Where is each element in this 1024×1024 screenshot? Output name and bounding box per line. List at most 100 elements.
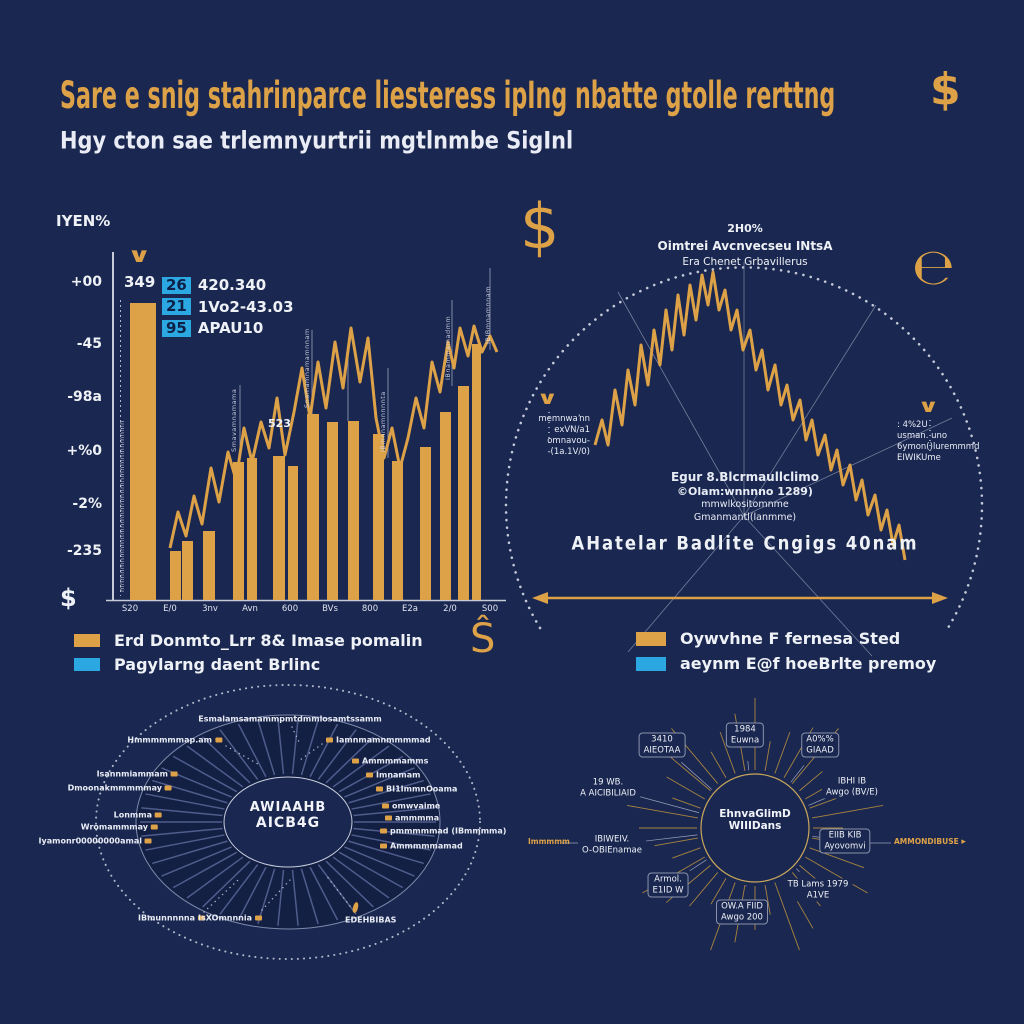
iris-spoke bbox=[291, 869, 299, 926]
x-tick: 600 bbox=[281, 604, 299, 614]
iris-spoke bbox=[325, 860, 374, 908]
bar bbox=[247, 458, 257, 600]
label-connector bbox=[790, 765, 805, 783]
micro-annotation: Snamamnamamnnam bbox=[303, 328, 311, 408]
diagram-label: TB Lams 1979 A1VE bbox=[783, 878, 853, 902]
iris-spoke bbox=[353, 807, 435, 817]
label-marker-icon bbox=[380, 828, 387, 834]
bar bbox=[373, 434, 384, 600]
overlay-line bbox=[168, 324, 499, 549]
legend-item: aeynm E@f hoeBrlte premoy bbox=[636, 654, 936, 673]
y-tick: +00 bbox=[70, 274, 102, 290]
sun-ray bbox=[764, 885, 771, 915]
gauge-arc-value: 2H0% bbox=[727, 222, 763, 235]
micro-annotation: IBnammamadmm bbox=[444, 315, 452, 380]
diagram-label-text: EDEHBIBAS bbox=[345, 915, 397, 925]
diagram-label-text: Lonmma bbox=[113, 810, 152, 820]
diagram-label-text: Isannmiammam bbox=[96, 769, 168, 779]
iris-spoke bbox=[325, 736, 374, 784]
iris-spoke bbox=[348, 779, 424, 804]
sun-ray bbox=[799, 771, 823, 792]
diagram-label-line: A1VE bbox=[806, 890, 830, 900]
legend-label: Oywvhne F fernesa Sted bbox=[680, 629, 901, 648]
callout-row: 95 APAU10 bbox=[162, 319, 263, 337]
iris-spoke bbox=[141, 827, 223, 837]
diagram-label-text: Dmoonakmmmmmay bbox=[67, 783, 162, 793]
y-tick: +%0 bbox=[66, 443, 103, 459]
iris-spoke bbox=[317, 729, 357, 780]
iris-spoke bbox=[161, 846, 232, 877]
label-connector-dotted bbox=[291, 726, 301, 745]
diagram-label: pmmmmmad (IBmmmma) bbox=[380, 827, 506, 836]
diagram-label-text: Hmmmmmmap.am bbox=[127, 735, 212, 745]
bar bbox=[348, 421, 359, 600]
diagram-label-text: Ammmmamms bbox=[362, 756, 429, 766]
x-tick: S20 bbox=[121, 604, 139, 614]
callout-row: 26 420.340 bbox=[162, 276, 266, 294]
diagram-label: Wromammmay bbox=[81, 823, 158, 832]
diagram-label: Lonmma bbox=[114, 811, 162, 820]
diagram-label-text: Imnamam bbox=[376, 770, 421, 780]
label-marker-icon bbox=[366, 772, 373, 778]
callout-line: : 4%2U bbox=[897, 420, 928, 430]
diagram-label: Iyamonr00000000amal bbox=[39, 837, 152, 846]
diagram-label-text: IBmunnnnna bbox=[138, 913, 195, 923]
diagram-label: EIIB KIB Ayovomvi bbox=[819, 828, 871, 854]
label-marker-icon bbox=[145, 838, 152, 844]
diagram-label-text: Wromammmay bbox=[80, 822, 148, 832]
sun-ray bbox=[626, 804, 698, 819]
diagram-label-line: 3410 bbox=[651, 734, 673, 745]
callout-line: memnwaŉn bbox=[538, 414, 590, 424]
diagram-label-line: O-OBIEnamae bbox=[582, 845, 642, 855]
radial-guide bbox=[743, 515, 873, 657]
iris-spoke bbox=[257, 868, 276, 925]
edge-label-text: AMMONDIBUSE bbox=[894, 837, 959, 846]
radial-guide bbox=[617, 291, 745, 517]
iris-spoke bbox=[202, 736, 251, 784]
diagram-label: Hmmmmmmap.am bbox=[127, 736, 222, 745]
iris-spoke bbox=[152, 779, 228, 804]
iris-spoke bbox=[172, 755, 238, 793]
legend-swatch-blue bbox=[636, 656, 666, 671]
label-marker-icon bbox=[382, 803, 389, 809]
sun-ray bbox=[774, 731, 791, 774]
iris-spoke bbox=[257, 719, 276, 776]
label-marker-icon bbox=[155, 812, 162, 818]
iris-spoke bbox=[300, 719, 319, 776]
iris-core-ring bbox=[223, 776, 353, 868]
dollar-stylized-icon: Ŝ bbox=[470, 616, 496, 662]
right-callout: : 4%2U usman. uno 6ymon()luremmmd EIWIKU… bbox=[897, 420, 1009, 464]
diagram-label: Dmoonakmmmmmay bbox=[68, 784, 172, 793]
x-tick: S00 bbox=[481, 604, 499, 614]
label-connector bbox=[632, 794, 700, 814]
sun-ray bbox=[710, 878, 727, 905]
radial-guide bbox=[627, 515, 745, 653]
diagram-label-line: A0%% bbox=[806, 734, 834, 745]
iris-spoke bbox=[186, 745, 244, 788]
iris-spoke bbox=[172, 851, 238, 889]
label-connector bbox=[796, 868, 800, 873]
iris-spoke bbox=[351, 834, 431, 851]
iris-spoke bbox=[145, 834, 225, 851]
sun-ray bbox=[774, 882, 800, 951]
center-label: EhnvaGlimD bbox=[719, 808, 791, 820]
callout-chip: 21 bbox=[162, 298, 191, 315]
diagram-label: 3410 AIEOTAA bbox=[638, 732, 686, 758]
legend-item: Erd Donmto_Lrr 8& Imase pomalin bbox=[74, 631, 423, 650]
diagram-label-text: Esmalamsamammpmtdmmlosamtssamm bbox=[198, 714, 382, 724]
sun-ray bbox=[666, 776, 705, 800]
iris-spoke bbox=[332, 745, 390, 788]
callout-line: -(1a.1V/0) bbox=[547, 447, 590, 457]
diagram-label: BI1ImmnOoama bbox=[376, 785, 457, 794]
bar bbox=[420, 447, 431, 600]
sun-ray bbox=[689, 872, 719, 907]
price-line bbox=[593, 270, 907, 561]
chevron-down-icon: ∨ bbox=[127, 243, 152, 267]
bar bbox=[307, 414, 319, 600]
chevron-down-icon: ∨ bbox=[917, 396, 940, 417]
sun-ray bbox=[764, 741, 771, 771]
callout-line: 6ymon()luremmmd bbox=[897, 442, 980, 452]
iris-spoke bbox=[300, 868, 319, 925]
